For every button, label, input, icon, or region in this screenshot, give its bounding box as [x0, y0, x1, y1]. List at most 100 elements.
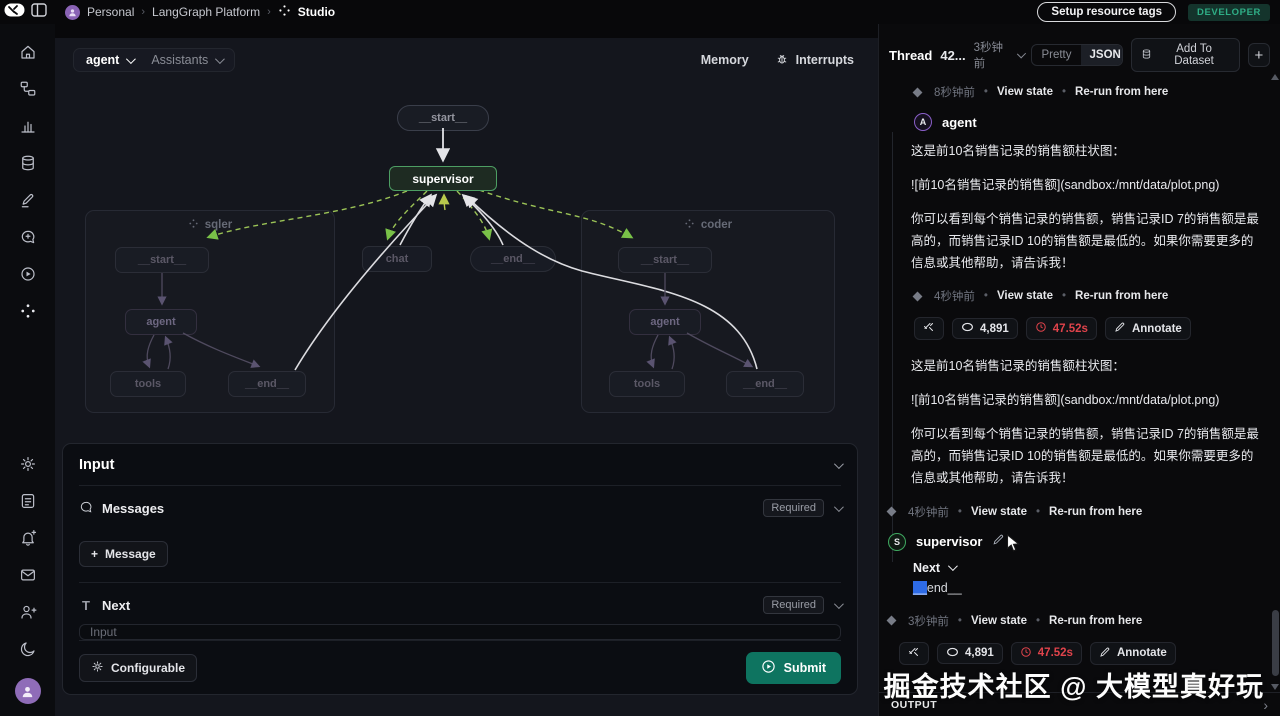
graph-icon [188, 218, 199, 232]
add-message-button[interactable]: + Message [79, 541, 168, 567]
breadcrumb-studio[interactable]: Studio [297, 5, 336, 19]
chevron-down-icon [1016, 48, 1027, 59]
interrupts-button[interactable]: Interrupts [775, 52, 854, 69]
token-count-chip[interactable]: 4,891 [952, 318, 1018, 340]
collapse-next-chevron[interactable] [833, 598, 844, 609]
latency-chip[interactable]: 47.52s [1025, 317, 1097, 341]
studio-dots-icon [19, 302, 37, 325]
sidebar-item-docs[interactable] [10, 485, 46, 521]
collapse-messages-chevron[interactable] [833, 501, 844, 512]
output-bar[interactable]: OUTPUT › [879, 692, 1280, 716]
run-stats-row: 4,891 47.52s Annotate [879, 641, 1264, 665]
sidebar-item-home[interactable] [10, 36, 46, 72]
graph-selector[interactable]: agent [86, 53, 137, 67]
sidebar-item-prompts[interactable] [10, 221, 46, 257]
plus-icon: + [91, 547, 99, 561]
chevron-down-icon [948, 561, 958, 572]
scroll-down-icon[interactable] [1271, 684, 1279, 690]
rerun-link[interactable]: Re-run from here [1075, 290, 1169, 303]
user-avatar[interactable] [14, 678, 41, 704]
checkpoint-row: 4秒钟前 • View state • Re-run from here [879, 288, 1264, 304]
submit-button[interactable]: Submit [745, 652, 841, 684]
hammer-wrench-icon [908, 646, 920, 661]
sidebar-item-playground[interactable] [10, 258, 46, 294]
checkpoint-row: 3秒钟前 • View state • Re-run from here [879, 613, 1264, 629]
messages-field-label: Messages [102, 500, 165, 516]
node-sqler-tools[interactable]: tools [110, 371, 186, 397]
tools-used-chip[interactable] [899, 641, 929, 665]
sidebar-item-settings[interactable] [10, 448, 46, 484]
sidebar-item-annotation[interactable] [10, 184, 46, 220]
scroll-up-icon[interactable] [1271, 74, 1279, 80]
rerun-link[interactable]: Re-run from here [1049, 505, 1143, 518]
sidebar-item-datasets[interactable] [10, 147, 46, 183]
pencil-icon [1114, 321, 1126, 336]
sidebar-item-studio[interactable] [10, 295, 46, 331]
checkpoint-diamond-icon [912, 87, 923, 97]
node-coder-end[interactable]: __end__ [726, 371, 804, 397]
node-sqler-end[interactable]: __end__ [228, 371, 306, 397]
node-sqler-agent[interactable]: agent [125, 309, 197, 335]
agent-avatar: A [914, 113, 932, 131]
bar-chart-icon [19, 117, 37, 140]
sidebar-item-dashboards[interactable] [10, 110, 46, 146]
rerun-link[interactable]: Re-run from here [1075, 86, 1169, 98]
thread-header: Thread 42... 3秒钟前 Pretty JSON Add To Dat… [879, 38, 1280, 72]
breadcrumb-separator: › [267, 6, 271, 18]
panel-toggle-icon[interactable] [31, 2, 47, 22]
output-message: 这是前10名销售记录的销售额柱状图： ![前10名销售记录的销售额](sandb… [911, 359, 1259, 485]
next-input[interactable] [79, 624, 841, 640]
required-badge: Required [763, 499, 824, 517]
new-thread-button[interactable]: + [1247, 43, 1270, 67]
run-stats-row: 4,891 47.52s Annotate [879, 317, 1264, 341]
setup-resource-tags-button[interactable]: Setup resource tags [1037, 2, 1176, 22]
database-icon [19, 154, 37, 177]
pretty-toggle[interactable]: Pretty [1041, 49, 1072, 61]
view-state-link[interactable]: View state [996, 290, 1053, 303]
node-coder-agent[interactable]: agent [629, 309, 701, 335]
rerun-link[interactable]: Re-run from here [1049, 614, 1143, 627]
breadcrumb-personal[interactable]: Personal [87, 5, 135, 19]
next-state-toggle[interactable]: Next [913, 561, 1264, 575]
graph-icon [684, 218, 695, 232]
edit-icon[interactable] [992, 533, 1005, 551]
view-state-link[interactable]: View state [996, 86, 1053, 98]
token-count-chip[interactable]: 4,891 [937, 642, 1003, 664]
supervisor-name: supervisor [916, 534, 983, 550]
sidebar-item-notifications[interactable] [10, 522, 46, 558]
thread-panel: Thread 42... 3秒钟前 Pretty JSON Add To Dat… [878, 24, 1280, 716]
selected-text: __ [913, 580, 927, 595]
latency-chip[interactable]: 47.52s [1010, 641, 1082, 665]
node-coder-start[interactable]: __start__ [618, 247, 712, 273]
expand-output-icon[interactable]: › [1263, 696, 1268, 713]
tools-used-chip[interactable] [914, 317, 944, 341]
sidebar-item-tracing[interactable] [10, 73, 46, 109]
node-chat[interactable]: chat [362, 246, 432, 272]
org-avatar[interactable] [65, 4, 80, 20]
view-state-link[interactable]: View state [970, 614, 1027, 627]
pencil-icon [1099, 646, 1111, 661]
sidebar-item-theme[interactable] [10, 633, 46, 669]
annotate-button[interactable]: Annotate [1104, 317, 1191, 341]
node-start[interactable]: __start__ [397, 105, 489, 131]
memory-button[interactable]: Memory [700, 53, 749, 67]
assistants-selector[interactable]: Assistants [151, 53, 226, 67]
node-coder-tools[interactable]: tools [609, 371, 685, 397]
collapse-input-chevron[interactable] [833, 458, 844, 469]
langsmith-logo[interactable] [4, 2, 25, 23]
supervisor-header-row: S supervisor [879, 532, 1264, 551]
scrollbar-thumb[interactable] [1272, 610, 1279, 676]
sidebar-item-feedback[interactable] [10, 559, 46, 595]
thread-age-select[interactable]: 3秒钟前 [974, 39, 1027, 71]
configurable-button[interactable]: Configurable [79, 654, 197, 682]
node-supervisor[interactable]: supervisor [389, 166, 497, 191]
json-toggle[interactable]: JSON [1080, 45, 1123, 65]
add-to-dataset-button[interactable]: Add To Dataset [1131, 38, 1240, 72]
node-end[interactable]: __end__ [470, 246, 556, 272]
annotate-button[interactable]: Annotate [1089, 641, 1176, 665]
breadcrumb-platform[interactable]: LangGraph Platform [152, 5, 261, 19]
sidebar-item-invite[interactable] [10, 596, 46, 632]
view-state-link[interactable]: View state [970, 505, 1027, 518]
node-sqler-start[interactable]: __start__ [115, 247, 209, 273]
document-icon [19, 492, 37, 515]
